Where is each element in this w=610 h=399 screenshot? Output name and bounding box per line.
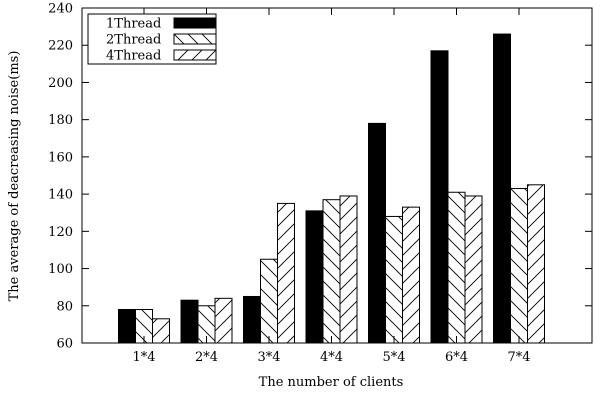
x-axis-title: The number of clients xyxy=(259,375,404,390)
bar-2thread-6*4 xyxy=(447,191,466,344)
x-tick-label: 2*4 xyxy=(195,350,218,365)
y-tick-label: 100 xyxy=(48,262,73,277)
x-tick-label: 7*4 xyxy=(507,350,530,365)
bar-4thread-4*4 xyxy=(339,195,358,344)
bar-1thread-2*4 xyxy=(180,299,199,344)
bar-4thread-7*4 xyxy=(527,184,545,344)
legend-label-2thread: 2Thread xyxy=(106,33,161,48)
bar-1thread-1*4 xyxy=(118,309,136,344)
bar-1thread-5*4 xyxy=(368,122,386,344)
y-tick-label: 120 xyxy=(48,225,73,240)
x-tick-label: 6*4 xyxy=(445,350,468,365)
y-tick-label: 200 xyxy=(48,76,73,91)
bar-1thread-4*4 xyxy=(305,210,324,344)
bar-1thread-3*4 xyxy=(243,295,261,344)
bar-4thread-1*4 xyxy=(152,318,170,344)
legend-swatch-4thread xyxy=(173,49,217,61)
bar-4thread-3*4 xyxy=(277,202,295,344)
bar-4thread-6*4 xyxy=(464,195,483,344)
y-tick-label: 220 xyxy=(48,39,73,54)
legend-label-1thread: 1Thread xyxy=(106,17,161,32)
y-tick-label: 140 xyxy=(48,188,73,203)
legend-swatch-1thread xyxy=(173,17,217,29)
bars-layer xyxy=(118,33,545,344)
y-tick-label: 180 xyxy=(48,113,73,128)
axes-layer: 60 80 100 120 140 160 180 200 220 240 1*4 2*4 3*4 4*4… xyxy=(48,2,593,365)
bar-2thread-3*4 xyxy=(260,258,278,344)
y-tick-label: 80 xyxy=(56,299,73,314)
y-tick-label: 160 xyxy=(48,150,73,165)
x-tick-label: 1*4 xyxy=(132,350,155,365)
bar-1thread-7*4 xyxy=(493,33,511,344)
plot-frame xyxy=(81,7,593,344)
x-tick-label: 3*4 xyxy=(257,350,280,365)
y-tick-label: 240 xyxy=(48,2,73,17)
bar-2thread-7*4 xyxy=(510,188,528,344)
x-tick-label: 4*4 xyxy=(320,350,343,365)
bar-4thread-2*4 xyxy=(214,297,233,344)
y-axis-title: The average of deacreasing noise(ms) xyxy=(7,51,22,302)
legend-swatch-2thread xyxy=(173,33,217,45)
legend-label-4thread: 4Thread xyxy=(106,49,161,64)
bar-1thread-6*4 xyxy=(430,50,449,344)
bar-2thread-4*4 xyxy=(322,199,341,344)
bar-2thread-5*4 xyxy=(385,215,403,344)
x-tick-label: 5*4 xyxy=(382,350,405,365)
y-tick-label: 60 xyxy=(56,337,73,352)
bar-4thread-5*4 xyxy=(402,206,420,344)
